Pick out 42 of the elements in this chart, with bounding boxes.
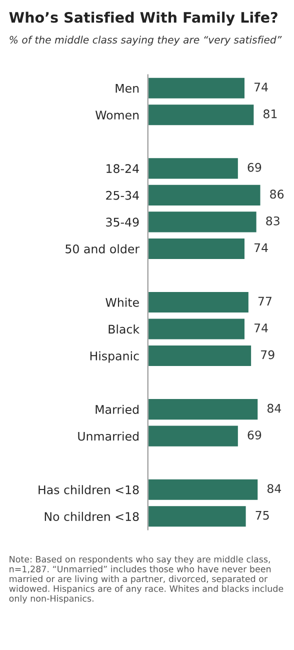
- y-tick-label: 18-24: [106, 164, 139, 174]
- bar: [148, 290, 250, 314]
- data-label: 74: [254, 243, 268, 252]
- bar: [148, 76, 246, 100]
- y-tick-label: 25-34: [106, 190, 139, 200]
- data-label: 81: [264, 109, 277, 118]
- data-label: 79: [261, 350, 274, 360]
- chart-title: Who’s Satisfied With Family Life?: [9, 12, 278, 26]
- bar: [148, 504, 248, 528]
- y-tick-label: No children <18: [44, 512, 139, 522]
- y-tick-label: Married: [96, 404, 138, 414]
- data-label: 77: [258, 296, 272, 306]
- y-tick-label: Men: [116, 84, 139, 93]
- data-label: 74: [254, 324, 268, 332]
- bar: [148, 210, 258, 234]
- y-tick-label: Has children <18: [38, 485, 139, 494]
- data-label: 86: [270, 190, 284, 199]
- bar: [148, 424, 240, 448]
- y-tick-label: 50 and older: [66, 244, 140, 254]
- data-label: 75: [256, 511, 269, 520]
- bar: [148, 103, 256, 127]
- y-tick-label: Black: [108, 324, 140, 334]
- bar: [148, 317, 246, 341]
- bar: [148, 156, 240, 180]
- y-tick-label: Unmarried: [78, 432, 138, 441]
- bar: [148, 237, 246, 260]
- y-tick-label: Women: [95, 110, 139, 120]
- text: Note: Based on respondents who say they are middle class, n=1,287. “Unmarried” includes those who have never been married or are living with a partner, divorced, separated or widowed. Hispanics are of any race. Whites and blacks include only non-Hispanics.: [9, 556, 284, 604]
- bar: [148, 398, 260, 421]
- data-label: 74: [254, 82, 268, 92]
- y-tick-label: White: [106, 298, 139, 307]
- data-label: 84: [267, 404, 282, 413]
- data-label: 69: [248, 162, 262, 172]
- y-tick-label: 35-49: [106, 218, 139, 227]
- data-label: 84: [267, 484, 282, 494]
- data-label: 69: [248, 430, 262, 440]
- bar: [148, 184, 262, 207]
- y-tick-label: Hispanic: [90, 351, 139, 363]
- bar: [148, 478, 260, 502]
- data-label: 83: [266, 216, 280, 226]
- chart-subtitle: % of the middle class saying they are “very satisfied”: [10, 36, 282, 46]
- bar: [148, 344, 252, 368]
